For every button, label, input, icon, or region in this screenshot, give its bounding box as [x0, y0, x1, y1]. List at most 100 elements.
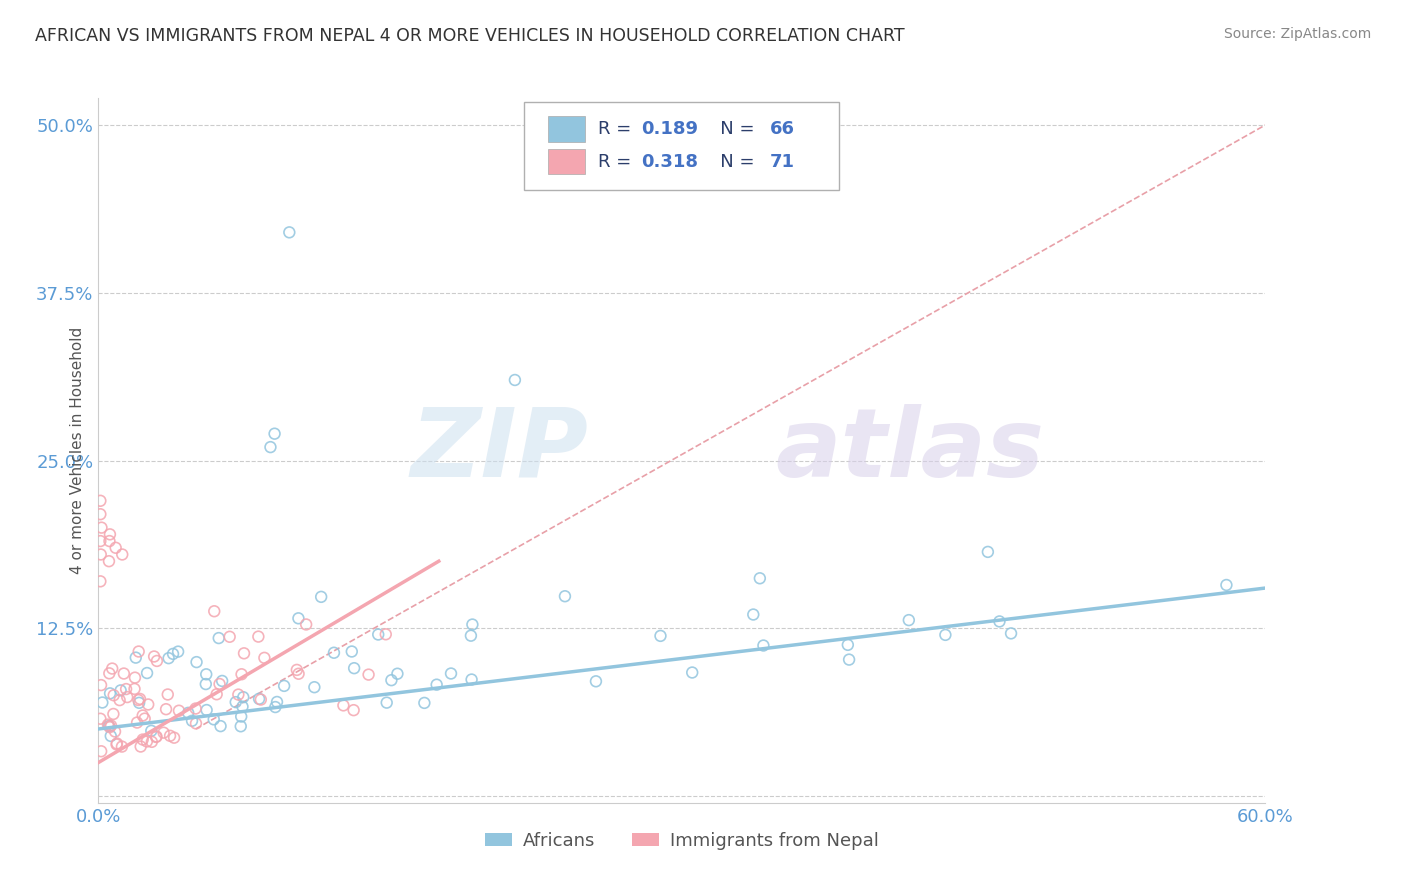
Point [202, 712, 225, 726]
Point [1000, 626, 1022, 640]
Point [101, 662, 124, 676]
Point [98, 534, 121, 549]
Point [134, 712, 156, 726]
Point [208, 677, 231, 691]
Point [129, 739, 152, 754]
Point [194, 677, 217, 691]
Point [231, 709, 253, 723]
Point [585, 674, 607, 689]
Point [742, 607, 765, 622]
Point [89, 507, 111, 521]
Point [89, 493, 111, 508]
Point [367, 627, 389, 641]
Point [90, 521, 112, 535]
Text: N =: N = [703, 120, 761, 138]
Point [208, 631, 231, 645]
Point [146, 654, 169, 668]
Text: N =: N = [703, 153, 761, 170]
Point [988, 615, 1011, 629]
Point [156, 688, 179, 702]
Point [195, 667, 218, 681]
Point [752, 639, 775, 653]
Point [90, 548, 112, 562]
Point [278, 225, 301, 239]
Text: 66: 66 [769, 120, 794, 138]
Point [98, 686, 121, 700]
FancyBboxPatch shape [548, 117, 585, 142]
Point [181, 714, 204, 728]
FancyBboxPatch shape [548, 149, 585, 174]
Point [152, 725, 174, 739]
Point [440, 666, 463, 681]
Text: 0.318: 0.318 [641, 153, 697, 170]
Point [247, 691, 270, 706]
Point [90, 678, 112, 692]
Point [233, 646, 256, 660]
Point [211, 673, 233, 688]
Point [266, 695, 288, 709]
Point [111, 739, 134, 754]
Point [250, 692, 273, 706]
Point [184, 701, 207, 715]
Point [98, 719, 121, 733]
Point [273, 679, 295, 693]
Text: ZIP: ZIP [411, 404, 589, 497]
Point [112, 666, 135, 681]
Point [129, 692, 152, 706]
Point [115, 682, 138, 697]
Point [748, 571, 770, 585]
Point [167, 645, 190, 659]
Point [89, 712, 111, 726]
Point [263, 426, 285, 441]
Point [460, 673, 482, 687]
Point [135, 734, 157, 748]
Point [681, 665, 703, 680]
Text: 0.189: 0.189 [641, 120, 697, 138]
Point [380, 673, 402, 688]
Point [231, 667, 253, 681]
Point [343, 661, 366, 675]
Point [205, 687, 228, 701]
Point [387, 666, 409, 681]
Point [253, 650, 276, 665]
Point [98, 527, 121, 541]
Point [98, 720, 121, 734]
Point [103, 688, 125, 702]
Point [103, 706, 125, 721]
Point [202, 604, 225, 618]
Point [145, 730, 167, 744]
Point [374, 627, 396, 641]
Point [304, 680, 326, 694]
Point [209, 719, 232, 733]
Point [838, 652, 860, 666]
Point [125, 715, 148, 730]
Point [554, 589, 576, 603]
Point [110, 683, 132, 698]
Point [111, 548, 134, 562]
Point [89, 574, 111, 589]
Point [128, 644, 150, 658]
Point [259, 440, 281, 454]
Point [177, 706, 200, 720]
Point [155, 702, 177, 716]
Point [195, 703, 218, 717]
Point [131, 708, 153, 723]
Point [125, 650, 148, 665]
Point [105, 738, 128, 752]
Point [98, 666, 121, 681]
Point [934, 628, 956, 642]
Point [143, 649, 166, 664]
Point [167, 704, 190, 718]
Point [837, 638, 859, 652]
Point [650, 629, 672, 643]
Point [108, 693, 131, 707]
Point [115, 690, 138, 704]
Point [461, 617, 484, 632]
Point [460, 629, 482, 643]
Point [897, 613, 920, 627]
Point [285, 663, 308, 677]
Point [90, 744, 112, 758]
Point [426, 678, 449, 692]
Point [232, 690, 254, 705]
Legend: Africans, Immigrants from Nepal: Africans, Immigrants from Nepal [478, 825, 886, 857]
